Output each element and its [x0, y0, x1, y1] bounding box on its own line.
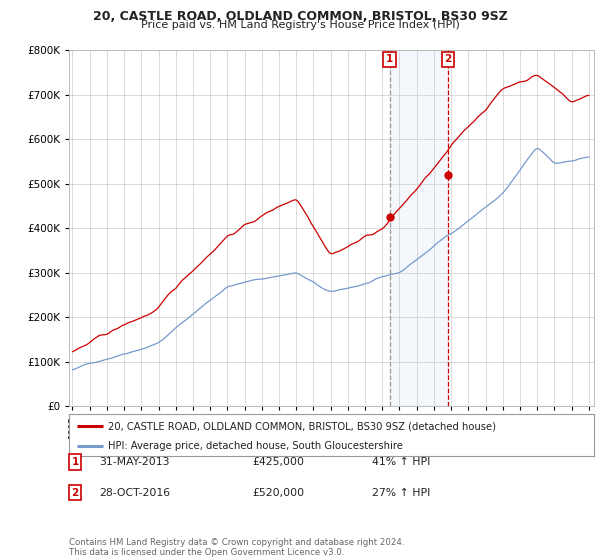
Text: 1: 1	[71, 457, 79, 467]
Text: £520,000: £520,000	[252, 488, 304, 498]
Text: 1: 1	[386, 54, 393, 64]
Text: HPI: Average price, detached house, South Gloucestershire: HPI: Average price, detached house, Sout…	[109, 441, 403, 451]
Text: Contains HM Land Registry data © Crown copyright and database right 2024.
This d: Contains HM Land Registry data © Crown c…	[69, 538, 404, 557]
Text: Price paid vs. HM Land Registry's House Price Index (HPI): Price paid vs. HM Land Registry's House …	[140, 20, 460, 30]
Text: 28-OCT-2016: 28-OCT-2016	[99, 488, 170, 498]
Bar	[389, 50, 448, 406]
Text: 20, CASTLE ROAD, OLDLAND COMMON, BRISTOL, BS30 9SZ: 20, CASTLE ROAD, OLDLAND COMMON, BRISTOL…	[92, 10, 508, 23]
Text: 41% ↑ HPI: 41% ↑ HPI	[372, 457, 430, 467]
Text: 2: 2	[71, 488, 79, 498]
Text: 2: 2	[445, 54, 452, 64]
Text: £425,000: £425,000	[252, 457, 304, 467]
Text: 27% ↑ HPI: 27% ↑ HPI	[372, 488, 430, 498]
Text: 20, CASTLE ROAD, OLDLAND COMMON, BRISTOL, BS30 9SZ (detached house): 20, CASTLE ROAD, OLDLAND COMMON, BRISTOL…	[109, 421, 496, 431]
Text: 31-MAY-2013: 31-MAY-2013	[99, 457, 170, 467]
